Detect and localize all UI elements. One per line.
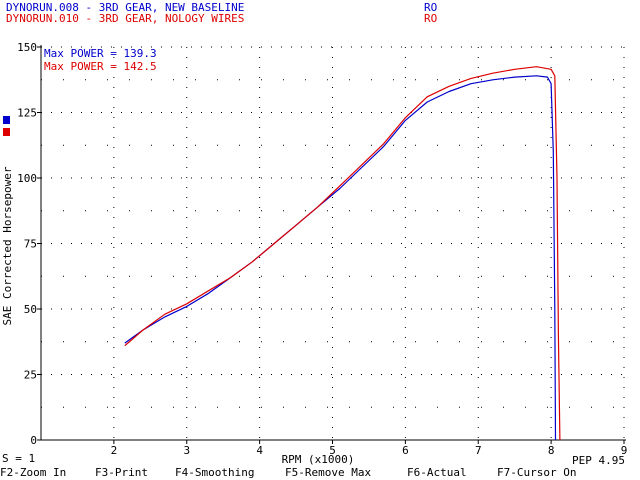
y-tick-label: 75 <box>24 238 37 251</box>
chart-axes <box>37 45 626 444</box>
actual-key[interactable]: F6-Actual <box>407 466 467 479</box>
y-tick-label: 150 <box>17 41 37 54</box>
series-line-2 <box>124 66 561 441</box>
y-axis-label: SAE Corrected Horsepower <box>1 166 14 325</box>
y-tick-labels: 0 25 50 75 100 125 150 <box>17 41 37 447</box>
y-tick-label: 100 <box>17 172 37 185</box>
smoothing-status: S = 1 <box>2 452 36 465</box>
run-2-label: DYNORUN.010 - 3RD GEAR, NOLOGY WIRES <box>6 12 245 25</box>
max-power-run-2: Max POWER = 142.5 <box>44 60 157 73</box>
run-1-color-marker <box>3 116 10 124</box>
print-key[interactable]: F3-Print <box>95 466 148 479</box>
x-tick-label: 2 <box>111 444 118 457</box>
cursor-on-key[interactable]: F7-Cursor On <box>497 466 577 479</box>
x-tick-label: 5 <box>329 444 336 457</box>
function-key-bar: F2-Zoom In F3-Print F4-Smoothing F5-Remo… <box>0 466 640 480</box>
x-tick-label: 9 <box>621 444 628 457</box>
pep-status: PEP 4.95 <box>572 454 625 467</box>
chart-series <box>124 66 561 441</box>
x-axis-label: RPM (x1000) <box>282 453 355 466</box>
y-tick-label: 125 <box>17 107 37 120</box>
x-tick-label: 3 <box>183 444 190 457</box>
remove-max-key[interactable]: F5-Remove Max <box>285 466 372 479</box>
x-tick-label: 4 <box>256 444 263 457</box>
run-1-code: RO <box>424 1 438 14</box>
y-tick-label: 25 <box>24 369 37 382</box>
max-power-run-1: Max POWER = 139.3 <box>44 47 157 60</box>
y-tick-label: 0 <box>30 434 37 447</box>
x-tick-label: 8 <box>548 444 555 457</box>
series-line-1 <box>124 75 557 441</box>
smoothing-key[interactable]: F4-Smoothing <box>175 466 255 479</box>
x-tick-label: 6 <box>402 444 409 457</box>
x-tick-label: 7 <box>475 444 482 457</box>
run-2-color-marker <box>3 128 10 136</box>
dyno-chart[interactable]: 0 25 50 75 100 125 150 2 3 4 5 6 7 8 9 SAE Corrected … <box>0 0 640 466</box>
zoom-in-key[interactable]: F2-Zoom In <box>0 466 67 479</box>
run-1-label: DYNORUN.008 - 3RD GEAR, NEW BASELINE <box>6 1 245 14</box>
run-2-code: RO <box>424 12 438 25</box>
y-tick-label: 50 <box>24 303 37 316</box>
chart-grid <box>41 46 625 440</box>
x-tick-labels: 2 3 4 5 6 7 8 9 <box>111 444 628 457</box>
